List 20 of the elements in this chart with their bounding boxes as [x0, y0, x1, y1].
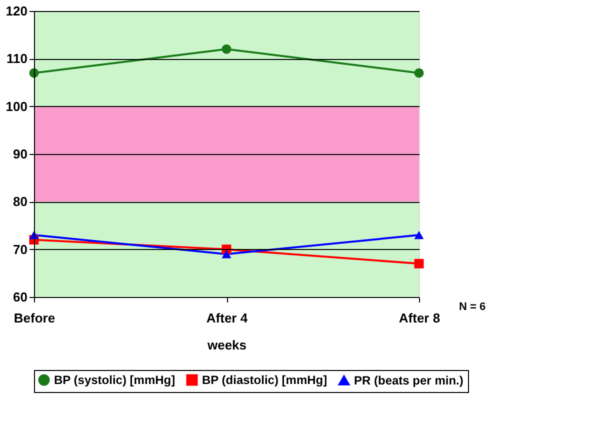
point [222, 250, 232, 258]
y-tick-label: 70 [13, 242, 28, 257]
legend-label: BP (diastolic) [mmHg] [202, 373, 328, 387]
point [222, 44, 232, 54]
point [414, 68, 424, 78]
x-tick-label: After 4 [206, 310, 248, 326]
y-tick-label: 110 [6, 51, 28, 66]
y-tick-label: 100 [6, 98, 28, 114]
y-tick-label: 80 [13, 194, 28, 210]
point [414, 230, 424, 240]
y-tick-label: 120 [6, 4, 28, 18]
y-tick-label: 60 [13, 290, 28, 304]
point [414, 258, 424, 268]
x-tick-label: Before [14, 310, 56, 326]
legend-label: PR (beats per min.) [354, 373, 464, 388]
x-axis-title: weeks [206, 338, 247, 352]
y-tick-label: 90 [13, 146, 28, 162]
x-tick-label: After 8 [398, 310, 440, 326]
text: N = 6 [459, 301, 486, 313]
legend-label: BP (systolic) [mmHg] [54, 373, 176, 387]
